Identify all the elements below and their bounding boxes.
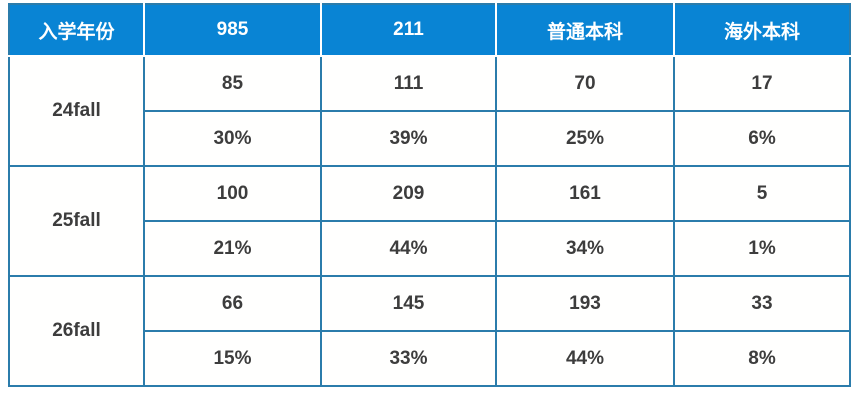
count-cell: 161 — [495, 165, 675, 222]
table-row-26fall-counts: 26fall 66 145 193 33 — [8, 275, 851, 387]
percent-cell: 21% — [143, 220, 322, 277]
table-row-24fall-percents: 30% 39% 25% 6% — [9, 110, 851, 167]
header-cell-enrollment-year: 入学年份 — [8, 3, 145, 57]
count-cell: 85 — [143, 55, 322, 112]
count-cell: 100 — [143, 165, 322, 222]
percent-cell: 34% — [495, 220, 675, 277]
percent-cell: 8% — [673, 330, 851, 387]
count-cell: 66 — [143, 275, 322, 332]
header-cell-211: 211 — [320, 3, 497, 57]
header-cell-985: 985 — [143, 3, 322, 57]
count-cell: 193 — [495, 275, 675, 332]
count-cell: 209 — [320, 165, 497, 222]
table-row-26fall-percents: 15% 33% 44% 8% — [9, 330, 851, 387]
count-cell: 111 — [320, 55, 497, 112]
percent-cell: 39% — [320, 110, 497, 167]
table-row-25fall-percents: 21% 44% 34% 1% — [9, 220, 851, 277]
percent-cell: 33% — [320, 330, 497, 387]
count-cell: 33 — [673, 275, 851, 332]
percent-cell: 15% — [143, 330, 322, 387]
table-row-24fall-counts: 24fall 85 111 70 17 — [8, 55, 851, 167]
enrollment-stats-table: 入学年份 985 211 普通本科 海外本科 24fall 85 111 70 … — [8, 3, 851, 387]
table-row-25fall-counts: 25fall 100 209 161 5 — [8, 165, 851, 277]
header-row: 入学年份 985 211 普通本科 海外本科 — [8, 3, 851, 57]
year-cell-24fall: 24fall — [8, 55, 145, 167]
header-cell-regular-undergrad: 普通本科 — [495, 3, 675, 57]
percent-cell: 44% — [495, 330, 675, 387]
count-cell: 70 — [495, 55, 675, 112]
year-cell-26fall: 26fall — [8, 275, 145, 387]
percent-cell: 30% — [143, 110, 322, 167]
header-cell-overseas-undergrad: 海外本科 — [673, 3, 851, 57]
count-cell: 17 — [673, 55, 851, 112]
percent-cell: 44% — [320, 220, 497, 277]
count-cell: 5 — [673, 165, 851, 222]
percent-cell: 25% — [495, 110, 675, 167]
count-cell: 145 — [320, 275, 497, 332]
percent-cell: 1% — [673, 220, 851, 277]
percent-cell: 6% — [673, 110, 851, 167]
year-cell-25fall: 25fall — [8, 165, 145, 277]
